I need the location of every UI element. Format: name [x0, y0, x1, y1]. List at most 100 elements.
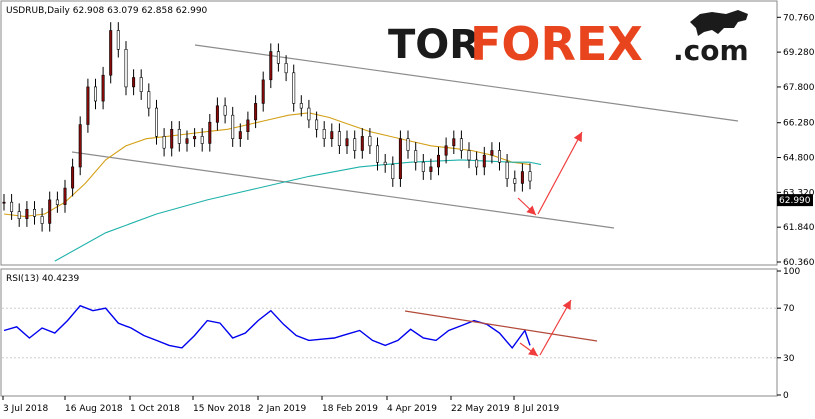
candle — [452, 130, 456, 154]
y-tick-label: 66.280 — [783, 119, 815, 129]
candle — [109, 22, 113, 84]
candle-body — [398, 138, 402, 179]
candle-body — [185, 138, 189, 144]
candle — [375, 137, 379, 171]
candle — [71, 158, 75, 197]
candle — [482, 146, 486, 176]
candle-body — [63, 187, 67, 205]
candle-body — [330, 131, 334, 140]
candle — [94, 78, 98, 110]
lower-channel-line — [71, 151, 615, 229]
candle-body — [86, 86, 90, 125]
x-tick-label: 8 Jul 2019 — [514, 404, 559, 414]
rsi-y-tick-label: 0 — [783, 391, 789, 401]
candle-body — [10, 201, 14, 212]
x-axis: 3 Jul 2018 16 Aug 2018 1 Oct 2018 15 Nov 20… — [2, 396, 559, 414]
y-axis: 70.760 69.280 67.800 66.280 64.800 63.320 61.8… — [777, 13, 815, 401]
candle — [86, 78, 90, 133]
main-down-arrow — [517, 197, 537, 216]
candle-body — [132, 77, 136, 88]
candle — [299, 95, 303, 117]
candle-body — [383, 161, 387, 165]
candle — [368, 128, 372, 154]
candle — [330, 123, 334, 147]
candle-body — [193, 136, 197, 140]
candle — [2, 194, 6, 211]
candle — [78, 116, 82, 176]
candle — [139, 69, 143, 100]
candle — [215, 97, 219, 131]
candle — [101, 66, 105, 110]
candle-body — [284, 63, 288, 74]
candle — [155, 99, 159, 145]
candle-body — [360, 136, 364, 151]
y-tick-label: 60.360 — [783, 258, 815, 268]
candle-body — [32, 209, 36, 217]
candle — [284, 55, 288, 82]
candle-body — [155, 107, 159, 137]
candle-body — [78, 124, 82, 168]
arrow-head — [528, 347, 538, 356]
candle-body — [215, 105, 219, 123]
x-tick-label: 1 Oct 2018 — [130, 404, 180, 414]
candle — [223, 97, 227, 124]
candle-body — [452, 138, 456, 147]
candle-body — [497, 150, 501, 163]
x-tick-label: 15 Nov 2018 — [193, 404, 251, 414]
y-tick-label: 67.800 — [783, 83, 815, 93]
x-tick-label: 3 Jul 2018 — [3, 404, 48, 414]
candle-body — [101, 74, 105, 102]
candle — [147, 83, 151, 117]
candle-body — [414, 150, 418, 163]
channel-lines — [71, 44, 739, 229]
candle — [32, 201, 36, 225]
brand-forex: FOREX — [470, 17, 643, 71]
candle — [48, 191, 52, 232]
candle-body — [208, 121, 212, 144]
candle-body — [368, 136, 372, 147]
candle — [261, 71, 265, 112]
candle — [40, 208, 44, 232]
candle-body — [124, 48, 128, 88]
candle-body — [223, 105, 227, 116]
candles — [2, 22, 532, 232]
candle-body — [40, 216, 44, 224]
candle — [132, 69, 136, 96]
candle-body — [475, 159, 479, 168]
rsi-y-tick-label: 30 — [783, 354, 795, 364]
candle-body — [71, 166, 75, 189]
candle — [475, 151, 479, 176]
candle — [322, 121, 326, 147]
x-tick-label: 22 May 2019 — [451, 404, 510, 414]
candle — [391, 156, 395, 187]
candle — [10, 194, 14, 220]
candle — [406, 130, 410, 159]
candle — [269, 43, 273, 89]
rsi-line — [3, 304, 531, 350]
candle — [398, 130, 402, 187]
candle — [360, 128, 364, 159]
candle — [17, 203, 21, 227]
candle-body — [238, 131, 242, 140]
candle-body — [307, 107, 311, 121]
candle — [444, 137, 448, 164]
candle — [353, 130, 357, 159]
x-tick-label: 18 Feb 2019 — [322, 404, 378, 414]
candle-body — [170, 129, 174, 149]
candle-body — [444, 145, 448, 156]
candle-body — [139, 77, 143, 92]
candle-body — [254, 103, 258, 121]
candle — [513, 170, 517, 192]
arrow-head — [526, 205, 536, 215]
candle — [208, 114, 212, 152]
candle-body — [116, 30, 120, 50]
candle — [292, 64, 296, 112]
candle — [315, 111, 319, 138]
candle — [231, 106, 235, 147]
candle-body — [231, 114, 235, 139]
y-tick-label: 63.320 — [783, 188, 815, 198]
candle — [254, 95, 258, 129]
candle — [185, 130, 189, 152]
candle-body — [292, 72, 296, 104]
